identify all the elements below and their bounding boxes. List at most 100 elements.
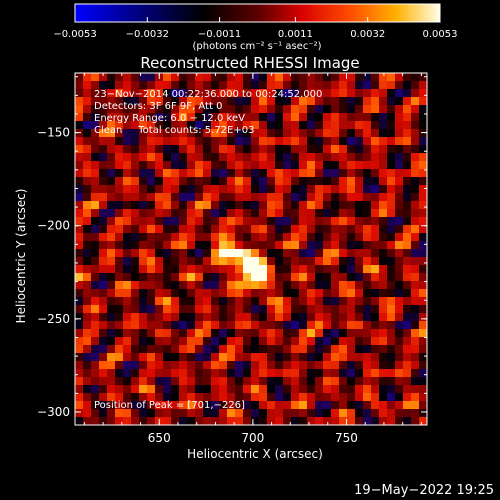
heatmap-cell — [227, 201, 236, 210]
heatmap-cell — [387, 289, 396, 298]
heatmap-cell — [147, 129, 156, 138]
heatmap-cell — [227, 225, 236, 234]
heatmap-cell — [299, 81, 308, 90]
heatmap-cell — [163, 81, 172, 90]
heatmap-cell — [83, 329, 92, 338]
heatmap-cell — [243, 313, 252, 322]
heatmap-cell — [91, 185, 100, 194]
heatmap-cell — [243, 241, 252, 250]
heatmap-cell — [155, 409, 164, 418]
heatmap-cell — [155, 345, 164, 354]
heatmap-cell — [147, 273, 156, 282]
heatmap-cell — [251, 161, 260, 170]
heatmap-cell — [99, 225, 108, 234]
heatmap-cell — [283, 353, 292, 362]
heatmap-cell — [115, 409, 124, 418]
heatmap-cell — [219, 241, 228, 250]
heatmap-cell — [179, 305, 188, 314]
heatmap-cell — [171, 385, 180, 394]
heatmap-cell — [363, 185, 372, 194]
heatmap-cell — [315, 321, 324, 330]
heatmap-cell — [243, 249, 252, 258]
heatmap-cell — [203, 145, 212, 154]
heatmap-cell — [283, 257, 292, 266]
heatmap-cell — [147, 393, 156, 402]
heatmap-cell — [123, 385, 132, 394]
heatmap-cell — [203, 209, 212, 218]
heatmap-cell — [299, 217, 308, 226]
heatmap-cell — [187, 225, 196, 234]
heatmap-cell — [99, 337, 108, 346]
heatmap-cell — [371, 177, 380, 186]
heatmap-cell — [347, 393, 356, 402]
heatmap-cell — [203, 417, 212, 425]
heatmap-cell — [419, 321, 427, 330]
heatmap-cell — [403, 337, 412, 346]
heatmap-cell — [219, 129, 228, 138]
heatmap-cell — [307, 201, 316, 210]
heatmap-cell — [283, 289, 292, 298]
heatmap-cell — [179, 281, 188, 290]
heatmap-cell — [363, 345, 372, 354]
heatmap-cell — [227, 97, 236, 106]
heatmap-cell — [147, 89, 156, 98]
heatmap-cell — [331, 241, 340, 250]
heatmap-cell — [219, 161, 228, 170]
heatmap-cell — [275, 121, 284, 130]
heatmap-cell — [339, 337, 348, 346]
heatmap-cell — [195, 313, 204, 322]
heatmap-cell — [123, 321, 132, 330]
heatmap-cell — [403, 409, 412, 418]
heatmap-cell — [235, 193, 244, 202]
heatmap-cell — [115, 145, 124, 154]
heatmap-cell — [243, 273, 252, 282]
heatmap-cell — [75, 257, 84, 266]
heatmap-cell — [331, 209, 340, 218]
heatmap-cell — [203, 113, 212, 122]
heatmap-cell — [147, 353, 156, 362]
heatmap-cell — [347, 201, 356, 210]
heatmap-cell — [219, 313, 228, 322]
heatmap-cell — [363, 161, 372, 170]
heatmap-cell — [307, 193, 316, 202]
heatmap-cell — [275, 89, 284, 98]
heatmap-cell — [315, 89, 324, 98]
heatmap-cell — [163, 185, 172, 194]
heatmap-cell — [299, 241, 308, 250]
heatmap-cell — [139, 137, 148, 146]
heatmap-cell — [331, 265, 340, 274]
heatmap-cell — [139, 345, 148, 354]
heatmap-cell — [403, 281, 412, 290]
heatmap-cell — [99, 305, 108, 314]
heatmap-cell — [171, 129, 180, 138]
heatmap-cell — [259, 281, 268, 290]
heatmap-cell — [171, 401, 180, 410]
heatmap-cell — [387, 81, 396, 90]
heatmap-cell — [379, 305, 388, 314]
heatmap-cell — [251, 73, 260, 82]
heatmap-cell — [115, 289, 124, 298]
heatmap-cell — [299, 161, 308, 170]
heatmap-cell — [275, 241, 284, 250]
heatmap-cell — [379, 177, 388, 186]
heatmap-cell — [331, 153, 340, 162]
heatmap-cell — [395, 313, 404, 322]
heatmap-cell — [235, 385, 244, 394]
heatmap-cell — [243, 361, 252, 370]
heatmap-cell — [283, 105, 292, 114]
heatmap-cell — [131, 337, 140, 346]
heatmap-cell — [291, 145, 300, 154]
heatmap-cell — [371, 353, 380, 362]
heatmap-cell — [299, 73, 308, 82]
heatmap-cell — [139, 417, 148, 425]
heatmap-cell — [139, 377, 148, 386]
heatmap-cell — [251, 169, 260, 178]
heatmap-cell — [219, 113, 228, 122]
heatmap-cell — [187, 401, 196, 410]
heatmap-cell — [123, 145, 132, 154]
heatmap-cell — [267, 417, 276, 425]
heatmap-cell — [259, 201, 268, 210]
heatmap-cell — [371, 105, 380, 114]
heatmap-cell — [91, 105, 100, 114]
heatmap-cell — [171, 281, 180, 290]
